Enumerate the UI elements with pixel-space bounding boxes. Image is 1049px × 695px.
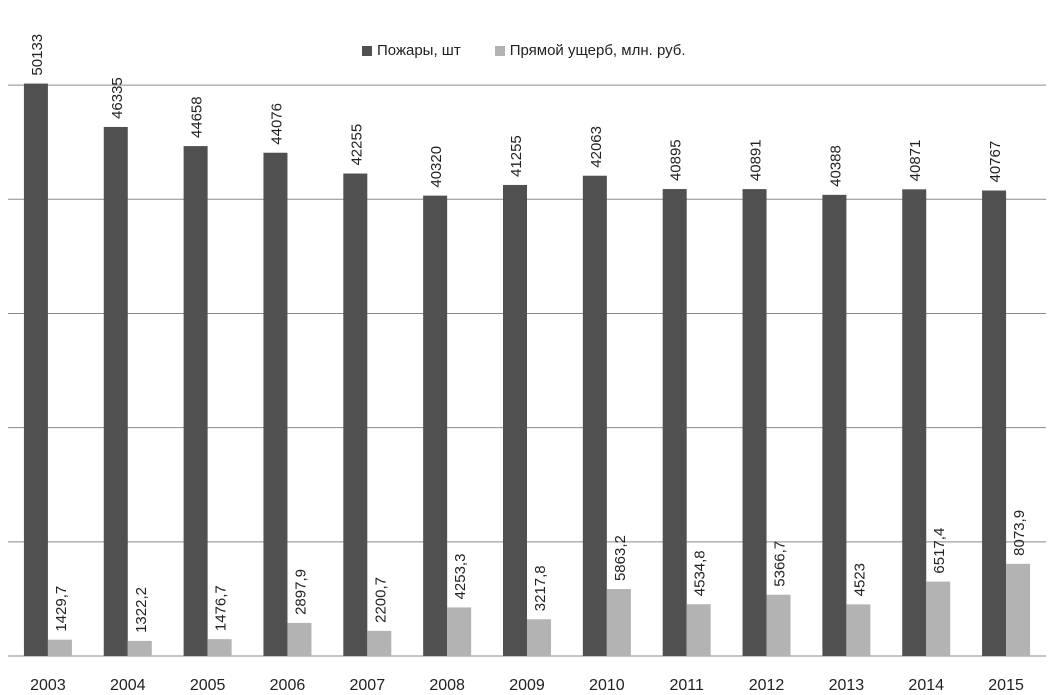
- x-tick-label: 2008: [429, 677, 465, 694]
- bar-damage: [606, 589, 631, 656]
- data-label-damage: 6517,4: [931, 528, 948, 574]
- data-label-fires: 44658: [189, 96, 206, 138]
- legend-label-fires: Пожары, шт: [377, 42, 461, 59]
- bar-fires: [582, 175, 607, 656]
- bar-fires: [982, 190, 1007, 656]
- legend-swatch-fires: [362, 45, 372, 56]
- bar-fires: [343, 173, 368, 657]
- bar-damage: [686, 604, 711, 656]
- bar-fires: [662, 189, 687, 656]
- bar-damage: [287, 622, 312, 656]
- legend-swatch-damage: [494, 45, 505, 56]
- bar-damage: [926, 581, 951, 656]
- x-tick-label: 2013: [829, 677, 865, 694]
- bar-damage: [367, 630, 392, 656]
- x-tick-label: 2004: [110, 677, 146, 694]
- bar-fires: [742, 189, 767, 656]
- data-label-damage: 2897,9: [292, 569, 309, 615]
- bar-damage: [527, 619, 551, 656]
- data-label-damage: 1322,2: [133, 587, 150, 633]
- x-tick-label: 2007: [350, 677, 386, 694]
- data-label-damage: 5366,7: [772, 541, 789, 587]
- x-tick-label: 2003: [30, 677, 66, 694]
- data-label-fires: 41255: [508, 135, 525, 177]
- data-label-fires: 40895: [668, 139, 685, 181]
- bar-damage: [766, 594, 791, 656]
- data-label-fires: 46335: [109, 77, 126, 119]
- data-label-damage: 1476,7: [213, 585, 230, 631]
- data-label-fires: 40388: [827, 145, 844, 187]
- x-tick-label: 2010: [589, 677, 625, 694]
- data-label-damage: 8073,9: [1011, 510, 1028, 556]
- x-tick-label: 2015: [988, 677, 1024, 694]
- data-label-damage: 5863,2: [612, 535, 629, 581]
- x-tick-label: 2011: [669, 677, 704, 694]
- bar-fires: [423, 195, 448, 657]
- bar-damage: [127, 640, 152, 656]
- data-label-fires: 40891: [748, 139, 765, 181]
- data-label-damage: 3217,8: [532, 565, 549, 611]
- bar-fires: [23, 83, 48, 657]
- bar-damage: [47, 639, 72, 656]
- data-label-fires: 42063: [588, 126, 605, 168]
- bar-fires: [902, 189, 927, 656]
- x-tick-label: 2014: [908, 677, 944, 694]
- bar-damage: [1006, 563, 1031, 656]
- chart-legend: Пожары, шт Прямой ущерб, млн. руб.: [362, 42, 720, 59]
- data-label-fires: 40871: [907, 140, 924, 182]
- bar-fires: [822, 194, 847, 656]
- data-label-fires: 50133: [29, 34, 46, 76]
- x-tick-label: 2009: [509, 677, 545, 694]
- legend-label-damage: Прямой ущерб, млн. руб.: [509, 42, 686, 59]
- data-label-damage: 1429,7: [53, 586, 70, 632]
- data-label-damage: 2200,7: [372, 577, 389, 623]
- legend-item-fires: Пожары, шт: [362, 42, 461, 59]
- x-tick-label: 2006: [270, 677, 306, 694]
- bar-fires: [183, 146, 208, 656]
- x-tick-label: 2012: [749, 677, 785, 694]
- legend-item-damage: Прямой ущерб, млн. руб.: [494, 42, 686, 59]
- data-label-damage: 4253,3: [452, 554, 469, 600]
- data-label-fires: 42255: [348, 124, 365, 166]
- x-tick-label: 2005: [190, 677, 226, 694]
- data-label-fires: 40320: [428, 146, 445, 188]
- bar-damage: [447, 607, 472, 656]
- data-label-fires: 40767: [987, 141, 1004, 183]
- bar-fires: [263, 152, 288, 656]
- bar-damage: [207, 639, 232, 656]
- data-label-damage: 4534,8: [692, 550, 709, 596]
- bar-fires: [103, 126, 128, 657]
- data-label-fires: 44076: [268, 103, 285, 145]
- bar-fires: [503, 184, 527, 656]
- data-label-damage: 4523: [851, 563, 868, 596]
- bar-damage: [846, 604, 871, 656]
